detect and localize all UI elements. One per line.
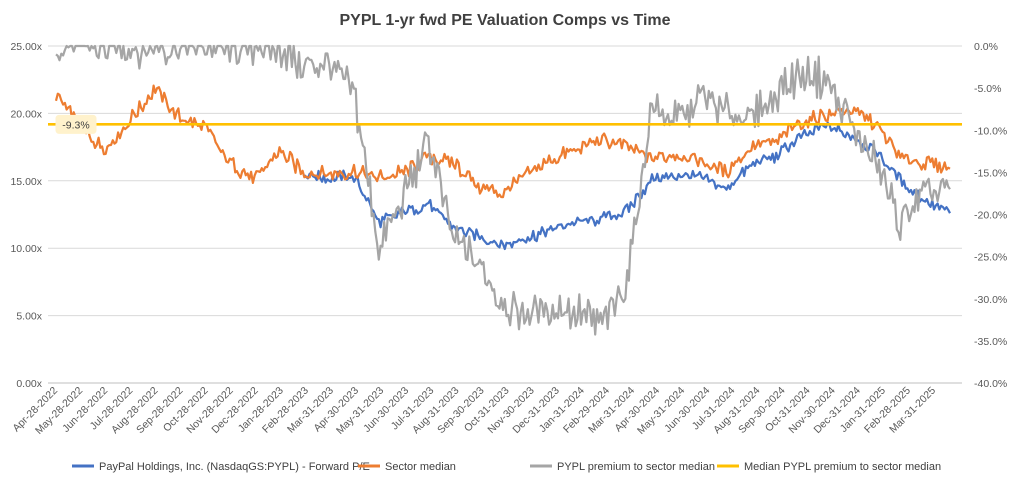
y-right-tick-label: -35.0% [974,336,1007,348]
axis-layer: 0.00x 5.00x 10.00x 15.00x 20.00x 25.00x 0.0% -5… [10,41,1007,437]
y-right-tick-label: -5.0% [974,83,1001,95]
y-right-tick-label: -20.0% [974,210,1007,222]
y-left-tick-label: 5.00x [16,311,42,323]
chart-title: PYPL 1-yr fwd PE Valuation Comps vs Time [339,12,670,29]
legend-layer: PayPal Holdings, Inc. (NasdaqGS:PYPL) - … [72,461,941,473]
legend-label: PayPal Holdings, Inc. (NasdaqGS:PYPL) - … [99,461,370,473]
annotation-label: -9.3% [62,119,89,131]
legend-label: Sector median [385,461,456,473]
legend-label: Median PYPL premium to sector median [744,461,941,473]
series-line [303,121,951,251]
y-left-tick-label: 15.00x [10,176,42,188]
legend-label: PYPL premium to sector median [557,461,715,473]
grid-layer [48,45,962,384]
annotation-layer: -9.3% [55,114,97,134]
y-left-tick-label: 10.00x [10,243,42,255]
y-left-tick-label: 20.00x [10,108,42,120]
y-right-tick-label: -25.0% [974,252,1007,264]
y-left-tick-label: 0.00x [16,378,42,390]
legend-item: Sector median [358,461,456,473]
y-left-tick-label: 25.00x [10,41,42,53]
y-right-tick-label: -10.0% [974,125,1007,137]
legend-item: Median PYPL premium to sector median [717,461,941,473]
legend-item: PYPL premium to sector median [530,461,715,473]
series-layer [48,44,962,336]
annotation-box [55,114,97,134]
y-right-tick-label: 0.0% [974,41,998,53]
y-right-tick-label: -40.0% [974,378,1007,390]
y-right-tick-label: -30.0% [974,294,1007,306]
series-line [55,44,951,336]
y-right-tick-label: -15.0% [974,167,1007,179]
legend-item: PayPal Holdings, Inc. (NasdaqGS:PYPL) - … [72,461,370,473]
